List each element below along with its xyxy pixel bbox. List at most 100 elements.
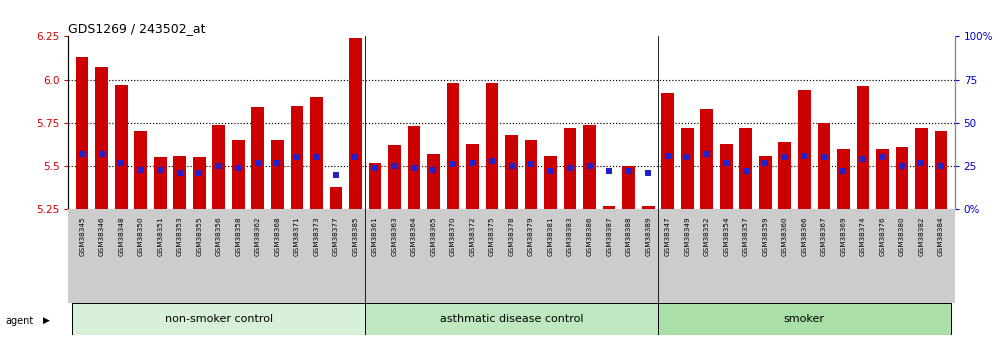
Text: GSM38347: GSM38347 xyxy=(665,217,671,256)
Point xyxy=(75,151,91,157)
Text: GSM38378: GSM38378 xyxy=(509,217,515,256)
Text: GSM38356: GSM38356 xyxy=(215,217,222,256)
Point xyxy=(289,155,305,160)
Point xyxy=(269,160,285,165)
Text: GSM38377: GSM38377 xyxy=(333,217,339,256)
Text: GSM38359: GSM38359 xyxy=(762,217,768,256)
Bar xyxy=(603,206,615,209)
Text: GSM38358: GSM38358 xyxy=(236,217,242,256)
Point xyxy=(932,163,949,169)
Bar xyxy=(544,156,557,209)
Point xyxy=(113,160,129,165)
Bar xyxy=(485,83,498,209)
Point xyxy=(425,167,441,172)
Point xyxy=(250,160,266,165)
Text: smoker: smoker xyxy=(783,314,825,324)
Bar xyxy=(366,303,658,335)
Bar xyxy=(622,166,635,209)
Point xyxy=(231,165,247,171)
Text: GSM38368: GSM38368 xyxy=(274,217,280,256)
Point xyxy=(718,160,734,165)
Bar xyxy=(739,128,752,209)
Text: asthmatic disease control: asthmatic disease control xyxy=(440,314,583,324)
Text: GSM38369: GSM38369 xyxy=(841,217,846,256)
Bar xyxy=(658,303,951,335)
Bar xyxy=(115,85,128,209)
Bar xyxy=(818,123,830,209)
Bar xyxy=(876,149,889,209)
Point xyxy=(738,169,754,174)
Point xyxy=(308,155,324,160)
Point xyxy=(816,155,832,160)
Point xyxy=(406,165,422,171)
Point xyxy=(660,153,676,158)
Bar xyxy=(427,154,440,209)
Text: GSM38386: GSM38386 xyxy=(587,217,593,256)
Bar xyxy=(506,135,518,209)
Text: GDS1269 / 243502_at: GDS1269 / 243502_at xyxy=(68,22,206,35)
Point xyxy=(191,170,207,176)
Text: GSM38384: GSM38384 xyxy=(938,217,944,256)
Text: GSM38381: GSM38381 xyxy=(548,217,554,256)
Text: GSM38374: GSM38374 xyxy=(860,217,866,256)
Point xyxy=(171,170,187,176)
Bar xyxy=(778,142,792,209)
Point xyxy=(601,169,617,174)
Bar xyxy=(720,144,733,209)
Point xyxy=(94,151,110,157)
Text: agent: agent xyxy=(5,316,33,326)
Bar xyxy=(701,109,713,209)
Bar xyxy=(349,38,362,209)
Text: ▶: ▶ xyxy=(43,316,50,325)
Bar xyxy=(173,156,186,209)
Text: GSM38360: GSM38360 xyxy=(781,217,787,256)
Bar xyxy=(329,187,342,209)
Text: GSM38376: GSM38376 xyxy=(879,217,885,256)
Point xyxy=(894,163,910,169)
Bar xyxy=(193,157,205,209)
Point xyxy=(210,163,227,169)
Text: GSM38379: GSM38379 xyxy=(528,217,534,256)
Point xyxy=(133,167,149,172)
Bar xyxy=(466,144,479,209)
Text: GSM38382: GSM38382 xyxy=(918,217,924,256)
Text: GSM38351: GSM38351 xyxy=(157,217,163,256)
Point xyxy=(562,165,578,171)
Text: GSM38346: GSM38346 xyxy=(99,217,105,256)
Bar xyxy=(310,97,322,209)
Point xyxy=(640,170,657,176)
Point xyxy=(874,155,890,160)
Text: GSM38348: GSM38348 xyxy=(118,217,124,256)
Text: GSM38371: GSM38371 xyxy=(294,217,300,256)
Bar xyxy=(154,157,166,209)
Text: GSM38372: GSM38372 xyxy=(469,217,475,256)
Text: GSM38365: GSM38365 xyxy=(430,217,436,256)
Bar xyxy=(641,206,655,209)
Text: GSM38373: GSM38373 xyxy=(313,217,319,256)
Bar xyxy=(73,303,366,335)
Text: non-smoker control: non-smoker control xyxy=(165,314,273,324)
Text: GSM38366: GSM38366 xyxy=(802,217,808,256)
Bar xyxy=(212,125,226,209)
Text: GSM38375: GSM38375 xyxy=(489,217,495,256)
Point xyxy=(582,163,598,169)
Bar xyxy=(837,149,850,209)
Text: GSM38349: GSM38349 xyxy=(684,217,690,256)
Text: GSM38352: GSM38352 xyxy=(704,217,710,256)
Text: GSM38389: GSM38389 xyxy=(645,217,652,256)
Bar xyxy=(915,128,927,209)
Bar xyxy=(857,87,869,209)
Bar xyxy=(134,131,147,209)
Bar xyxy=(369,162,382,209)
Text: GSM38385: GSM38385 xyxy=(352,217,358,256)
Point xyxy=(776,155,793,160)
Point xyxy=(836,169,852,174)
Text: GSM38367: GSM38367 xyxy=(821,217,827,256)
Bar xyxy=(408,126,420,209)
Bar xyxy=(447,83,459,209)
Text: GSM38364: GSM38364 xyxy=(411,217,417,256)
Bar xyxy=(525,140,538,209)
Bar xyxy=(759,156,771,209)
Text: GSM38388: GSM38388 xyxy=(625,217,631,256)
Text: GSM38357: GSM38357 xyxy=(743,217,749,256)
